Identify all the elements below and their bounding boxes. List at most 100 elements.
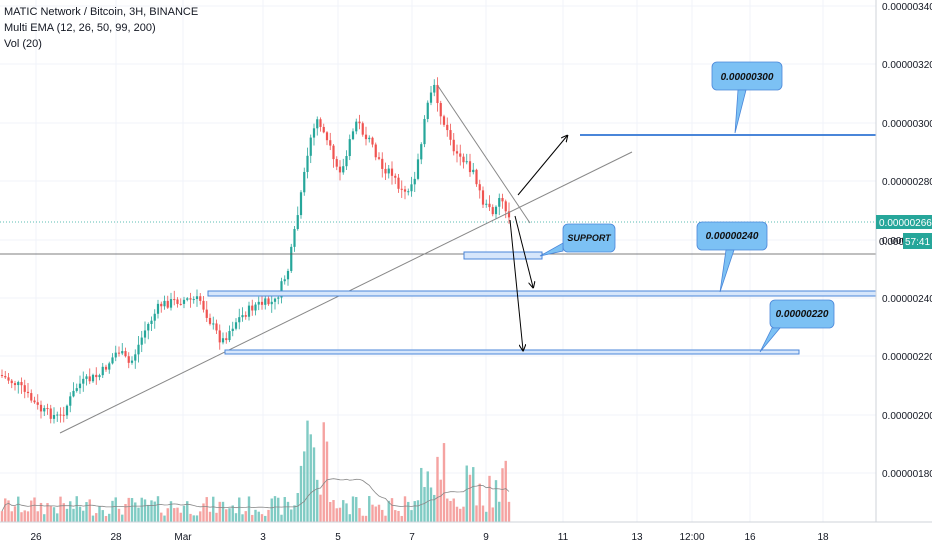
volume-bar xyxy=(4,498,7,522)
volume-bar xyxy=(130,498,134,522)
candle-body xyxy=(251,305,254,311)
candle-body xyxy=(439,103,442,117)
candle-body xyxy=(348,139,351,157)
volume-bar xyxy=(319,494,322,522)
volume-bar xyxy=(56,513,59,522)
ema-indicator-label[interactable]: Multi EMA (12, 26, 50, 99, 200) xyxy=(4,22,156,34)
candle-body xyxy=(472,169,475,173)
volume-bar xyxy=(377,504,381,522)
candle-body xyxy=(368,137,371,140)
candle-body xyxy=(0,375,4,377)
volume-bar xyxy=(498,501,501,522)
candle-body xyxy=(17,382,20,386)
volume-bar xyxy=(65,508,69,522)
volume-bar xyxy=(212,496,215,522)
volume-bar xyxy=(494,480,498,522)
candle-body xyxy=(238,317,241,323)
volume-bar xyxy=(286,501,290,522)
candle-body xyxy=(293,229,296,247)
volume-bar xyxy=(244,511,247,522)
volume-bar xyxy=(439,479,442,522)
candle-body xyxy=(400,188,403,190)
volume-bar xyxy=(381,509,384,522)
volume-bar xyxy=(355,497,358,522)
candle-body xyxy=(69,396,72,406)
arrow-up xyxy=(517,136,567,196)
volume-bar xyxy=(478,483,481,522)
volume-bar xyxy=(423,487,426,522)
chart-title[interactable]: MATIC Network / Bitcoin, 3H, BINANCE xyxy=(4,6,199,18)
candle-body xyxy=(413,178,416,185)
volume-bar xyxy=(351,496,355,522)
candle-body xyxy=(244,315,247,317)
volume-bar xyxy=(221,501,225,522)
volume-bar xyxy=(114,497,117,522)
candle-body xyxy=(130,360,134,363)
candle-body xyxy=(277,297,280,299)
volume-bar xyxy=(436,456,439,522)
volume-bar xyxy=(195,515,199,522)
candle-body xyxy=(195,296,199,300)
candle-body xyxy=(342,166,345,173)
volume-bar xyxy=(30,500,33,522)
candle-body xyxy=(410,184,413,192)
candle-body xyxy=(124,351,127,357)
volume-bar xyxy=(273,496,277,522)
volume-bar xyxy=(69,501,72,522)
volume-bar xyxy=(468,474,472,522)
candle-body xyxy=(316,119,319,129)
callout-300: 0.00000300 xyxy=(711,61,783,134)
volume-bar xyxy=(140,497,143,522)
arrow-down-240 xyxy=(514,215,533,287)
volume-bar xyxy=(384,515,387,522)
candle-body xyxy=(501,198,504,202)
volume-indicator-label[interactable]: Vol (20) xyxy=(4,38,42,50)
volume-bar xyxy=(7,500,10,522)
candle-body xyxy=(208,317,212,324)
volume-bar xyxy=(82,510,85,522)
candle-body xyxy=(384,168,387,174)
volume-bar xyxy=(267,509,270,522)
volume-bar xyxy=(452,498,455,522)
volume-bar xyxy=(264,515,267,522)
volume-bar xyxy=(296,493,299,522)
volume-bar xyxy=(72,508,75,522)
candle-body xyxy=(72,390,75,397)
candle-body xyxy=(319,119,322,127)
volume-bar xyxy=(429,487,433,522)
candle-body xyxy=(416,159,420,179)
support-zone xyxy=(463,251,543,260)
candle-body xyxy=(26,391,30,394)
time-tick-label: 3 xyxy=(260,532,266,543)
candle-body xyxy=(218,330,221,343)
candle-body xyxy=(420,144,423,160)
candle-body xyxy=(478,184,481,191)
volume-bar xyxy=(228,508,231,522)
candle-body xyxy=(264,298,267,305)
candle-body xyxy=(468,161,472,173)
candle-body xyxy=(335,159,338,167)
candle-body xyxy=(33,400,36,403)
candle-body xyxy=(433,84,436,93)
time-tick-label: 5 xyxy=(335,532,341,543)
volume-bar xyxy=(186,501,189,522)
volume-bar xyxy=(251,514,254,522)
volume-bar xyxy=(309,434,312,522)
current-price-text: 0.00000266 xyxy=(879,218,932,229)
candle-body xyxy=(429,92,433,103)
candle-body xyxy=(108,363,111,370)
volume-bar xyxy=(91,515,95,522)
candle-body xyxy=(62,414,65,416)
candle-body xyxy=(329,140,332,146)
candle-body xyxy=(82,378,85,384)
volume-bar xyxy=(299,465,303,522)
price-tick-label: 0.00000320 xyxy=(882,60,932,71)
candle-body xyxy=(199,296,202,301)
candle-body xyxy=(88,376,91,382)
volume-bar xyxy=(117,508,121,522)
volume-bar xyxy=(137,507,140,522)
countdown-tag xyxy=(903,233,932,249)
price-axis-bg[interactable] xyxy=(876,0,932,522)
candle-body xyxy=(52,414,56,419)
